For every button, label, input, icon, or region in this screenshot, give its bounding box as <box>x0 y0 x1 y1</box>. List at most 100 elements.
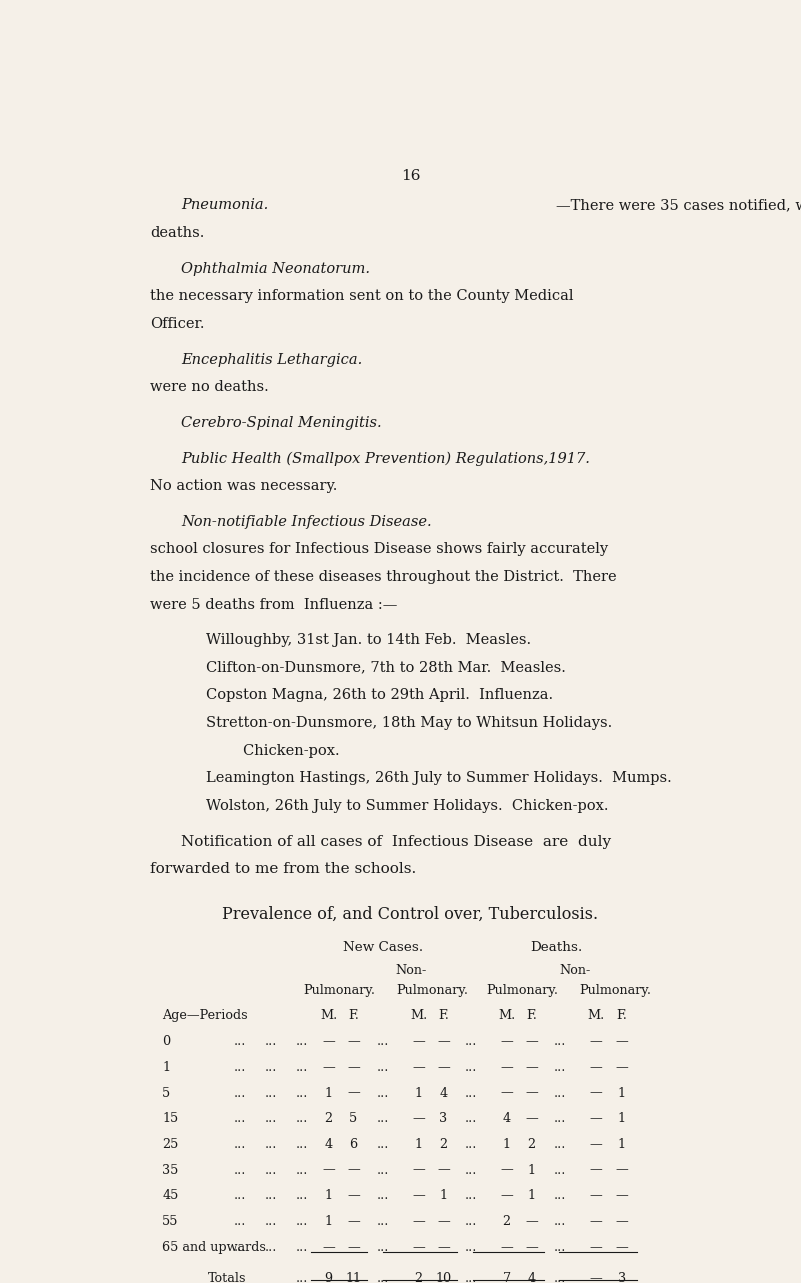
Text: ...: ... <box>264 1035 277 1048</box>
Text: ...: ... <box>296 1189 308 1202</box>
Text: Officer.: Officer. <box>150 317 204 331</box>
Text: 5: 5 <box>162 1087 171 1100</box>
Text: 1: 1 <box>440 1189 448 1202</box>
Text: ...: ... <box>234 1164 246 1177</box>
Text: —: — <box>501 1035 513 1048</box>
Text: M.: M. <box>410 1010 427 1023</box>
Text: —: — <box>615 1215 628 1228</box>
Text: F.: F. <box>438 1010 449 1023</box>
Text: the necessary information sent on to the County Medical: the necessary information sent on to the… <box>150 289 574 303</box>
Text: ...: ... <box>553 1087 566 1100</box>
Text: 2: 2 <box>503 1215 511 1228</box>
Text: —: — <box>413 1215 425 1228</box>
Text: M.: M. <box>320 1010 337 1023</box>
Text: 16: 16 <box>400 169 421 182</box>
Text: 10: 10 <box>436 1273 452 1283</box>
Text: —: — <box>525 1241 538 1253</box>
Text: —: — <box>525 1087 538 1100</box>
Text: ...: ... <box>234 1241 246 1253</box>
Text: ...: ... <box>264 1164 277 1177</box>
Text: —: — <box>589 1061 602 1074</box>
Text: —: — <box>589 1087 602 1100</box>
Text: were no deaths.: were no deaths. <box>150 380 268 394</box>
Text: ...: ... <box>376 1087 388 1100</box>
Text: —: — <box>322 1061 335 1074</box>
Text: ...: ... <box>553 1138 566 1151</box>
Text: M.: M. <box>498 1010 515 1023</box>
Text: Notification of all cases of  Infectious Disease  are  duly: Notification of all cases of Infectious … <box>181 835 611 848</box>
Text: 0: 0 <box>162 1035 171 1048</box>
Text: —: — <box>501 1241 513 1253</box>
Text: ...: ... <box>465 1241 477 1253</box>
Text: —: — <box>615 1035 628 1048</box>
Text: 4: 4 <box>440 1087 448 1100</box>
Text: F.: F. <box>526 1010 537 1023</box>
Text: ...: ... <box>296 1273 308 1283</box>
Text: —: — <box>615 1189 628 1202</box>
Text: Pulmonary.: Pulmonary. <box>486 984 558 997</box>
Text: ...: ... <box>296 1164 308 1177</box>
Text: Public Health (Smallpox Prevention) Regulations,1917.: Public Health (Smallpox Prevention) Regu… <box>181 452 590 466</box>
Text: ...: ... <box>465 1112 477 1125</box>
Text: Clifton-on-Dunsmore, 7th to 28th Mar.  Measles.: Clifton-on-Dunsmore, 7th to 28th Mar. Me… <box>206 661 566 675</box>
Text: ...: ... <box>465 1061 477 1074</box>
Text: 1: 1 <box>324 1087 332 1100</box>
Text: —: — <box>589 1112 602 1125</box>
Text: 1: 1 <box>528 1189 536 1202</box>
Text: —: — <box>437 1164 450 1177</box>
Text: 15: 15 <box>162 1112 179 1125</box>
Text: F.: F. <box>348 1010 359 1023</box>
Text: —: — <box>589 1164 602 1177</box>
Text: 4: 4 <box>503 1112 511 1125</box>
Text: ...: ... <box>296 1215 308 1228</box>
Text: —: — <box>501 1087 513 1100</box>
Text: ...: ... <box>234 1061 246 1074</box>
Text: 45: 45 <box>162 1189 179 1202</box>
Text: Willoughby, 31st Jan. to 14th Feb.  Measles.: Willoughby, 31st Jan. to 14th Feb. Measl… <box>206 633 531 647</box>
Text: New Cases.: New Cases. <box>343 942 423 955</box>
Text: the incidence of these diseases throughout the District.  There: the incidence of these diseases througho… <box>150 570 617 584</box>
Text: ...: ... <box>234 1112 246 1125</box>
Text: —: — <box>347 1215 360 1228</box>
Text: ...: ... <box>264 1241 277 1253</box>
Text: Pulmonary.: Pulmonary. <box>579 984 651 997</box>
Text: Cerebro-Spinal Meningitis.: Cerebro-Spinal Meningitis. <box>181 416 381 430</box>
Text: —: — <box>413 1112 425 1125</box>
Text: 1: 1 <box>528 1164 536 1177</box>
Text: —: — <box>413 1164 425 1177</box>
Text: ...: ... <box>553 1061 566 1074</box>
Text: 65 and upwards: 65 and upwards <box>162 1241 266 1253</box>
Text: 1: 1 <box>415 1138 423 1151</box>
Text: Deaths.: Deaths. <box>530 942 582 955</box>
Text: 1: 1 <box>324 1189 332 1202</box>
Text: Age—Periods: Age—Periods <box>162 1010 248 1023</box>
Text: ...: ... <box>296 1138 308 1151</box>
Text: —: — <box>413 1061 425 1074</box>
Text: —: — <box>322 1035 335 1048</box>
Text: ...: ... <box>465 1035 477 1048</box>
Text: ...: ... <box>553 1273 566 1283</box>
Text: ...: ... <box>234 1215 246 1228</box>
Text: —: — <box>501 1164 513 1177</box>
Text: ...: ... <box>553 1112 566 1125</box>
Text: Copston Magna, 26th to 29th April.  Influenza.: Copston Magna, 26th to 29th April. Influ… <box>206 689 553 702</box>
Text: 1: 1 <box>618 1087 626 1100</box>
Text: ...: ... <box>553 1164 566 1177</box>
Text: were 5 deaths from  Influenza :—: were 5 deaths from Influenza :— <box>150 598 397 612</box>
Text: —: — <box>589 1241 602 1253</box>
Text: —: — <box>347 1241 360 1253</box>
Text: —There were 35 cases notified, with 14 deaths.: —There were 35 cases notified, with 14 d… <box>556 199 801 213</box>
Text: 1: 1 <box>618 1112 626 1125</box>
Text: —: — <box>589 1273 602 1283</box>
Text: Totals: Totals <box>208 1273 247 1283</box>
Text: —: — <box>589 1189 602 1202</box>
Text: —: — <box>437 1035 450 1048</box>
Text: Non-: Non- <box>395 964 426 978</box>
Text: Pneumonia.: Pneumonia. <box>181 199 268 213</box>
Text: 2: 2 <box>440 1138 448 1151</box>
Text: —: — <box>589 1215 602 1228</box>
Text: ...: ... <box>234 1087 246 1100</box>
Text: ...: ... <box>376 1138 388 1151</box>
Text: —: — <box>322 1164 335 1177</box>
Text: ...: ... <box>296 1035 308 1048</box>
